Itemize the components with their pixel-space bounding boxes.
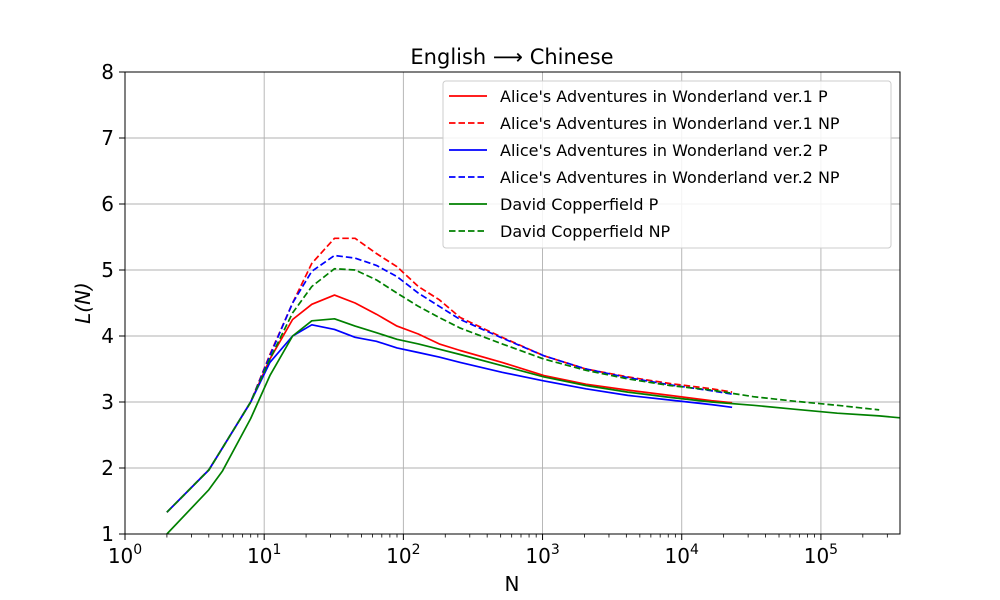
y-tick-label: 3 — [101, 390, 114, 414]
y-tick-label: 5 — [101, 258, 114, 282]
x-tick-label: 100 — [108, 542, 142, 568]
legend-box — [442, 80, 892, 249]
series-line-5 — [166, 317, 900, 534]
y-axis-ticks: 1 2 3 4 5 6 7 8 — [101, 60, 125, 546]
y-tick-label: 4 — [101, 324, 114, 348]
y-axis-label: L(N) — [71, 282, 95, 324]
y-tick-label: 6 — [101, 192, 114, 216]
x-axis-ticks: 100 101 102 103 104 105 — [108, 534, 888, 568]
plot-frame — [124, 71, 901, 535]
legend: Alice's Adventures in Wonderland ver.1 P… — [442, 80, 892, 249]
legend-label-3: Alice's Adventures in Wonderland ver.2 P — [500, 141, 828, 160]
legend-label-2: Alice's Adventures in Wonderland ver.1 N… — [500, 114, 840, 133]
series-lines — [166, 237, 900, 534]
x-tick-label: 102 — [386, 542, 420, 568]
x-axis-label: N — [505, 572, 520, 596]
series-line-6 — [166, 267, 880, 513]
legend-label-4: Alice's Adventures in Wonderland ver.2 N… — [500, 168, 840, 187]
y-tick-label: 2 — [101, 456, 114, 480]
legend-label-1: Alice's Adventures in Wonderland ver.1 P — [500, 87, 828, 106]
x-tick-label: 101 — [247, 542, 281, 568]
x-tick-label: 105 — [804, 542, 838, 568]
x-tick-label: 103 — [525, 542, 559, 568]
x-tick-label: 104 — [665, 542, 699, 568]
chart-title: English ⟶ Chinese — [410, 45, 613, 69]
legend-label-6: David Copperfield NP — [500, 222, 671, 241]
y-tick-label: 8 — [101, 60, 114, 84]
legend-label-5: David Copperfield P — [500, 195, 659, 214]
y-tick-label: 1 — [101, 522, 114, 546]
y-tick-label: 7 — [101, 126, 114, 150]
